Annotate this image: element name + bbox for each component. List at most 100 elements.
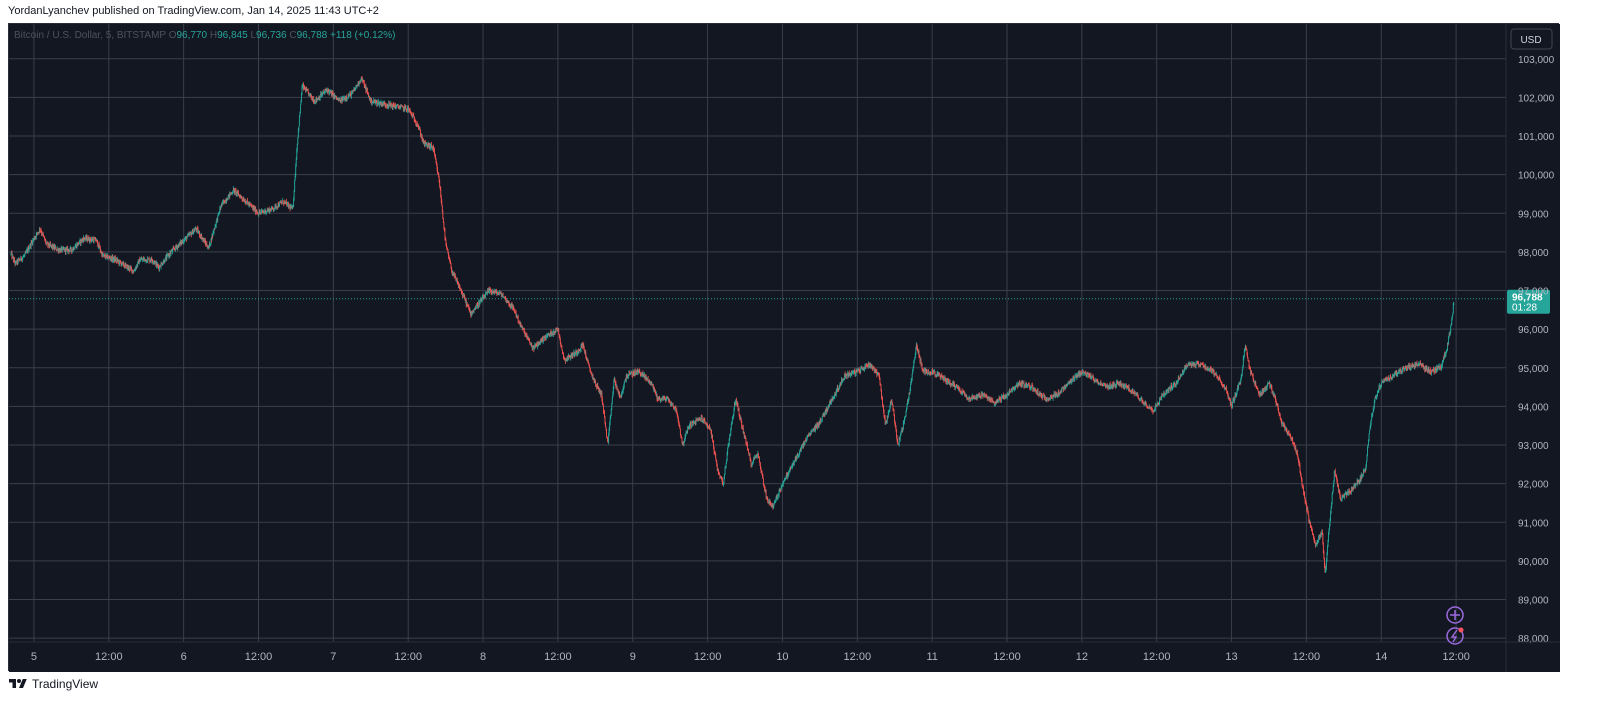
- candle-body: [1029, 385, 1031, 388]
- candle-body: [54, 245, 55, 249]
- candle-body: [833, 396, 835, 398]
- candle-body: [363, 82, 365, 88]
- candle-body: [897, 442, 899, 445]
- candle-body: [514, 310, 516, 312]
- candle-body: [1084, 372, 1086, 374]
- candle-body: [138, 259, 140, 264]
- candle-body: [436, 165, 438, 170]
- candle-body: [947, 379, 949, 381]
- candle-body: [58, 249, 60, 252]
- candle-body: [842, 379, 844, 381]
- chart-panel[interactable]: 96,788 01:28 103,000 102,000 101,000 100,000…: [8, 23, 1560, 672]
- candle-body: [825, 410, 827, 413]
- candle-body: [559, 338, 561, 343]
- candle-body: [369, 96, 370, 100]
- candle-body: [609, 417, 611, 424]
- candle-body: [100, 250, 102, 253]
- candle-body: [83, 237, 85, 242]
- candle-body: [299, 104, 301, 113]
- candle-body: [1073, 378, 1075, 382]
- candle-body: [586, 359, 588, 361]
- candle-body: [427, 145, 429, 147]
- candle-body: [826, 408, 828, 410]
- candle-body: [498, 293, 499, 294]
- candle-body: [1259, 392, 1260, 394]
- candle-body: [225, 199, 227, 202]
- candle-body: [94, 238, 96, 239]
- candle-body: [632, 374, 633, 376]
- candle-body: [1133, 392, 1135, 394]
- candle-body: [1154, 408, 1156, 411]
- candle-body: [815, 425, 817, 427]
- candle-body: [621, 392, 623, 398]
- candle-body: [467, 305, 469, 307]
- candle-body: [985, 395, 987, 397]
- candle-body: [166, 255, 168, 260]
- candle-body: [1239, 382, 1241, 384]
- candle-body: [297, 137, 299, 145]
- candle-body: [196, 229, 197, 231]
- candle-body: [1216, 375, 1218, 377]
- candle-body: [1001, 396, 1002, 401]
- candle-body: [216, 219, 218, 222]
- candle-body: [978, 394, 980, 396]
- candle-body: [410, 111, 411, 113]
- candle-body: [1104, 384, 1106, 386]
- candle-body: [101, 252, 103, 257]
- candle-body: [831, 397, 833, 401]
- candle-body: [319, 96, 321, 99]
- candle-body: [615, 383, 617, 387]
- candle-body: [527, 338, 529, 339]
- candle-body: [1004, 396, 1006, 398]
- candle-body: [283, 203, 285, 205]
- candle-body: [233, 188, 235, 190]
- candle-body: [773, 506, 774, 509]
- candle-body: [33, 237, 35, 240]
- candle-body: [1213, 371, 1215, 375]
- candle-body: [1261, 394, 1262, 396]
- candle-body: [1251, 373, 1253, 376]
- candle-body: [777, 496, 778, 499]
- candle-body: [609, 423, 611, 430]
- candle-body: [161, 263, 163, 264]
- candle-body: [65, 248, 67, 253]
- candle-body: [1068, 382, 1070, 383]
- candle-body: [406, 108, 407, 110]
- candle-body: [130, 267, 132, 269]
- candle-body: [624, 379, 626, 381]
- candle-body: [233, 188, 235, 193]
- candle-body: [375, 101, 377, 102]
- candle-body: [646, 378, 648, 380]
- candle-body: [1025, 385, 1026, 387]
- candle-body: [60, 247, 62, 249]
- candle-body: [918, 350, 919, 353]
- candle-body: [889, 402, 891, 406]
- candle-body: [1015, 386, 1017, 387]
- candle-body: [882, 404, 884, 406]
- candle-body: [237, 191, 238, 194]
- candle-body: [961, 390, 963, 393]
- candle-body: [478, 301, 480, 306]
- candle-body: [367, 92, 369, 94]
- candle-body: [1260, 392, 1261, 396]
- candle-body: [587, 359, 589, 361]
- candle-body: [958, 386, 959, 389]
- candle-body: [1161, 394, 1163, 399]
- candle-body: [598, 387, 600, 392]
- candle-body: [277, 203, 279, 208]
- candle-body: [1250, 371, 1252, 374]
- candle-body: [169, 254, 170, 256]
- candle-body: [314, 101, 316, 103]
- candle-body: [104, 254, 106, 257]
- candle-body: [307, 90, 309, 93]
- candle-body: [486, 292, 488, 294]
- candle-body: [109, 258, 111, 260]
- candle-body: [213, 231, 214, 233]
- candle-body: [737, 403, 738, 406]
- candle-body: [209, 243, 210, 247]
- candle-body: [188, 233, 190, 235]
- candle-body: [482, 296, 484, 299]
- candle-body: [128, 269, 130, 271]
- candle-body: [162, 264, 164, 266]
